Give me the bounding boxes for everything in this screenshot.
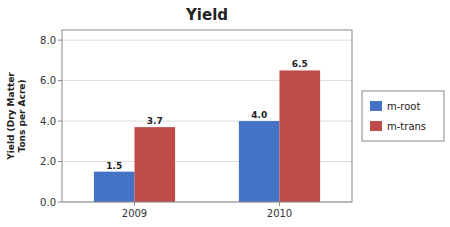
y-tick bbox=[58, 80, 62, 81]
bar bbox=[280, 70, 321, 202]
y-tick bbox=[58, 121, 62, 122]
legend-swatch bbox=[370, 101, 382, 111]
legend: m-root m-trans bbox=[362, 91, 444, 141]
y-axis-label-line: Tons per Acre) bbox=[17, 79, 27, 152]
y-tick bbox=[58, 161, 62, 162]
data-label: 4.0 bbox=[251, 110, 267, 120]
x-tick bbox=[279, 202, 280, 206]
bar bbox=[239, 121, 280, 202]
data-label: 1.5 bbox=[106, 161, 122, 171]
bar bbox=[94, 172, 135, 202]
grid bbox=[62, 40, 352, 202]
legend-swatch bbox=[370, 121, 382, 131]
data-label: 6.5 bbox=[292, 59, 308, 69]
chart: Yield Yield (Dry MatterTons per Acre) 0.0 2… bbox=[0, 0, 450, 227]
data-label: 3.7 bbox=[147, 116, 163, 126]
y-tick bbox=[58, 40, 62, 41]
legend-label: m-trans bbox=[387, 121, 426, 132]
bar bbox=[135, 127, 176, 202]
y-axis-label-line: Yield (Dry Matter bbox=[6, 72, 16, 161]
y-tick-label: 2.0 bbox=[40, 156, 56, 167]
y-tick-label: 6.0 bbox=[40, 75, 56, 86]
legend-box bbox=[362, 91, 444, 141]
y-tick-label: 4.0 bbox=[40, 116, 56, 127]
x-tick bbox=[134, 202, 135, 206]
y-tick-label: 0.0 bbox=[40, 197, 56, 208]
plot-frame bbox=[62, 30, 352, 202]
y-axis-label: Yield (Dry MatterTons per Acre) bbox=[6, 72, 27, 161]
grid-line bbox=[62, 40, 352, 41]
y-tick bbox=[58, 202, 62, 203]
bars bbox=[94, 70, 320, 202]
y-tick-label: 8.0 bbox=[40, 35, 56, 46]
title: Yield bbox=[185, 6, 228, 24]
legend-label: m-root bbox=[387, 101, 420, 112]
x-tick-label: 2010 bbox=[267, 208, 292, 219]
x-tick-label: 2009 bbox=[122, 208, 147, 219]
chart-container: Yield Yield (Dry MatterTons per Acre) 0.0 2… bbox=[0, 0, 450, 227]
